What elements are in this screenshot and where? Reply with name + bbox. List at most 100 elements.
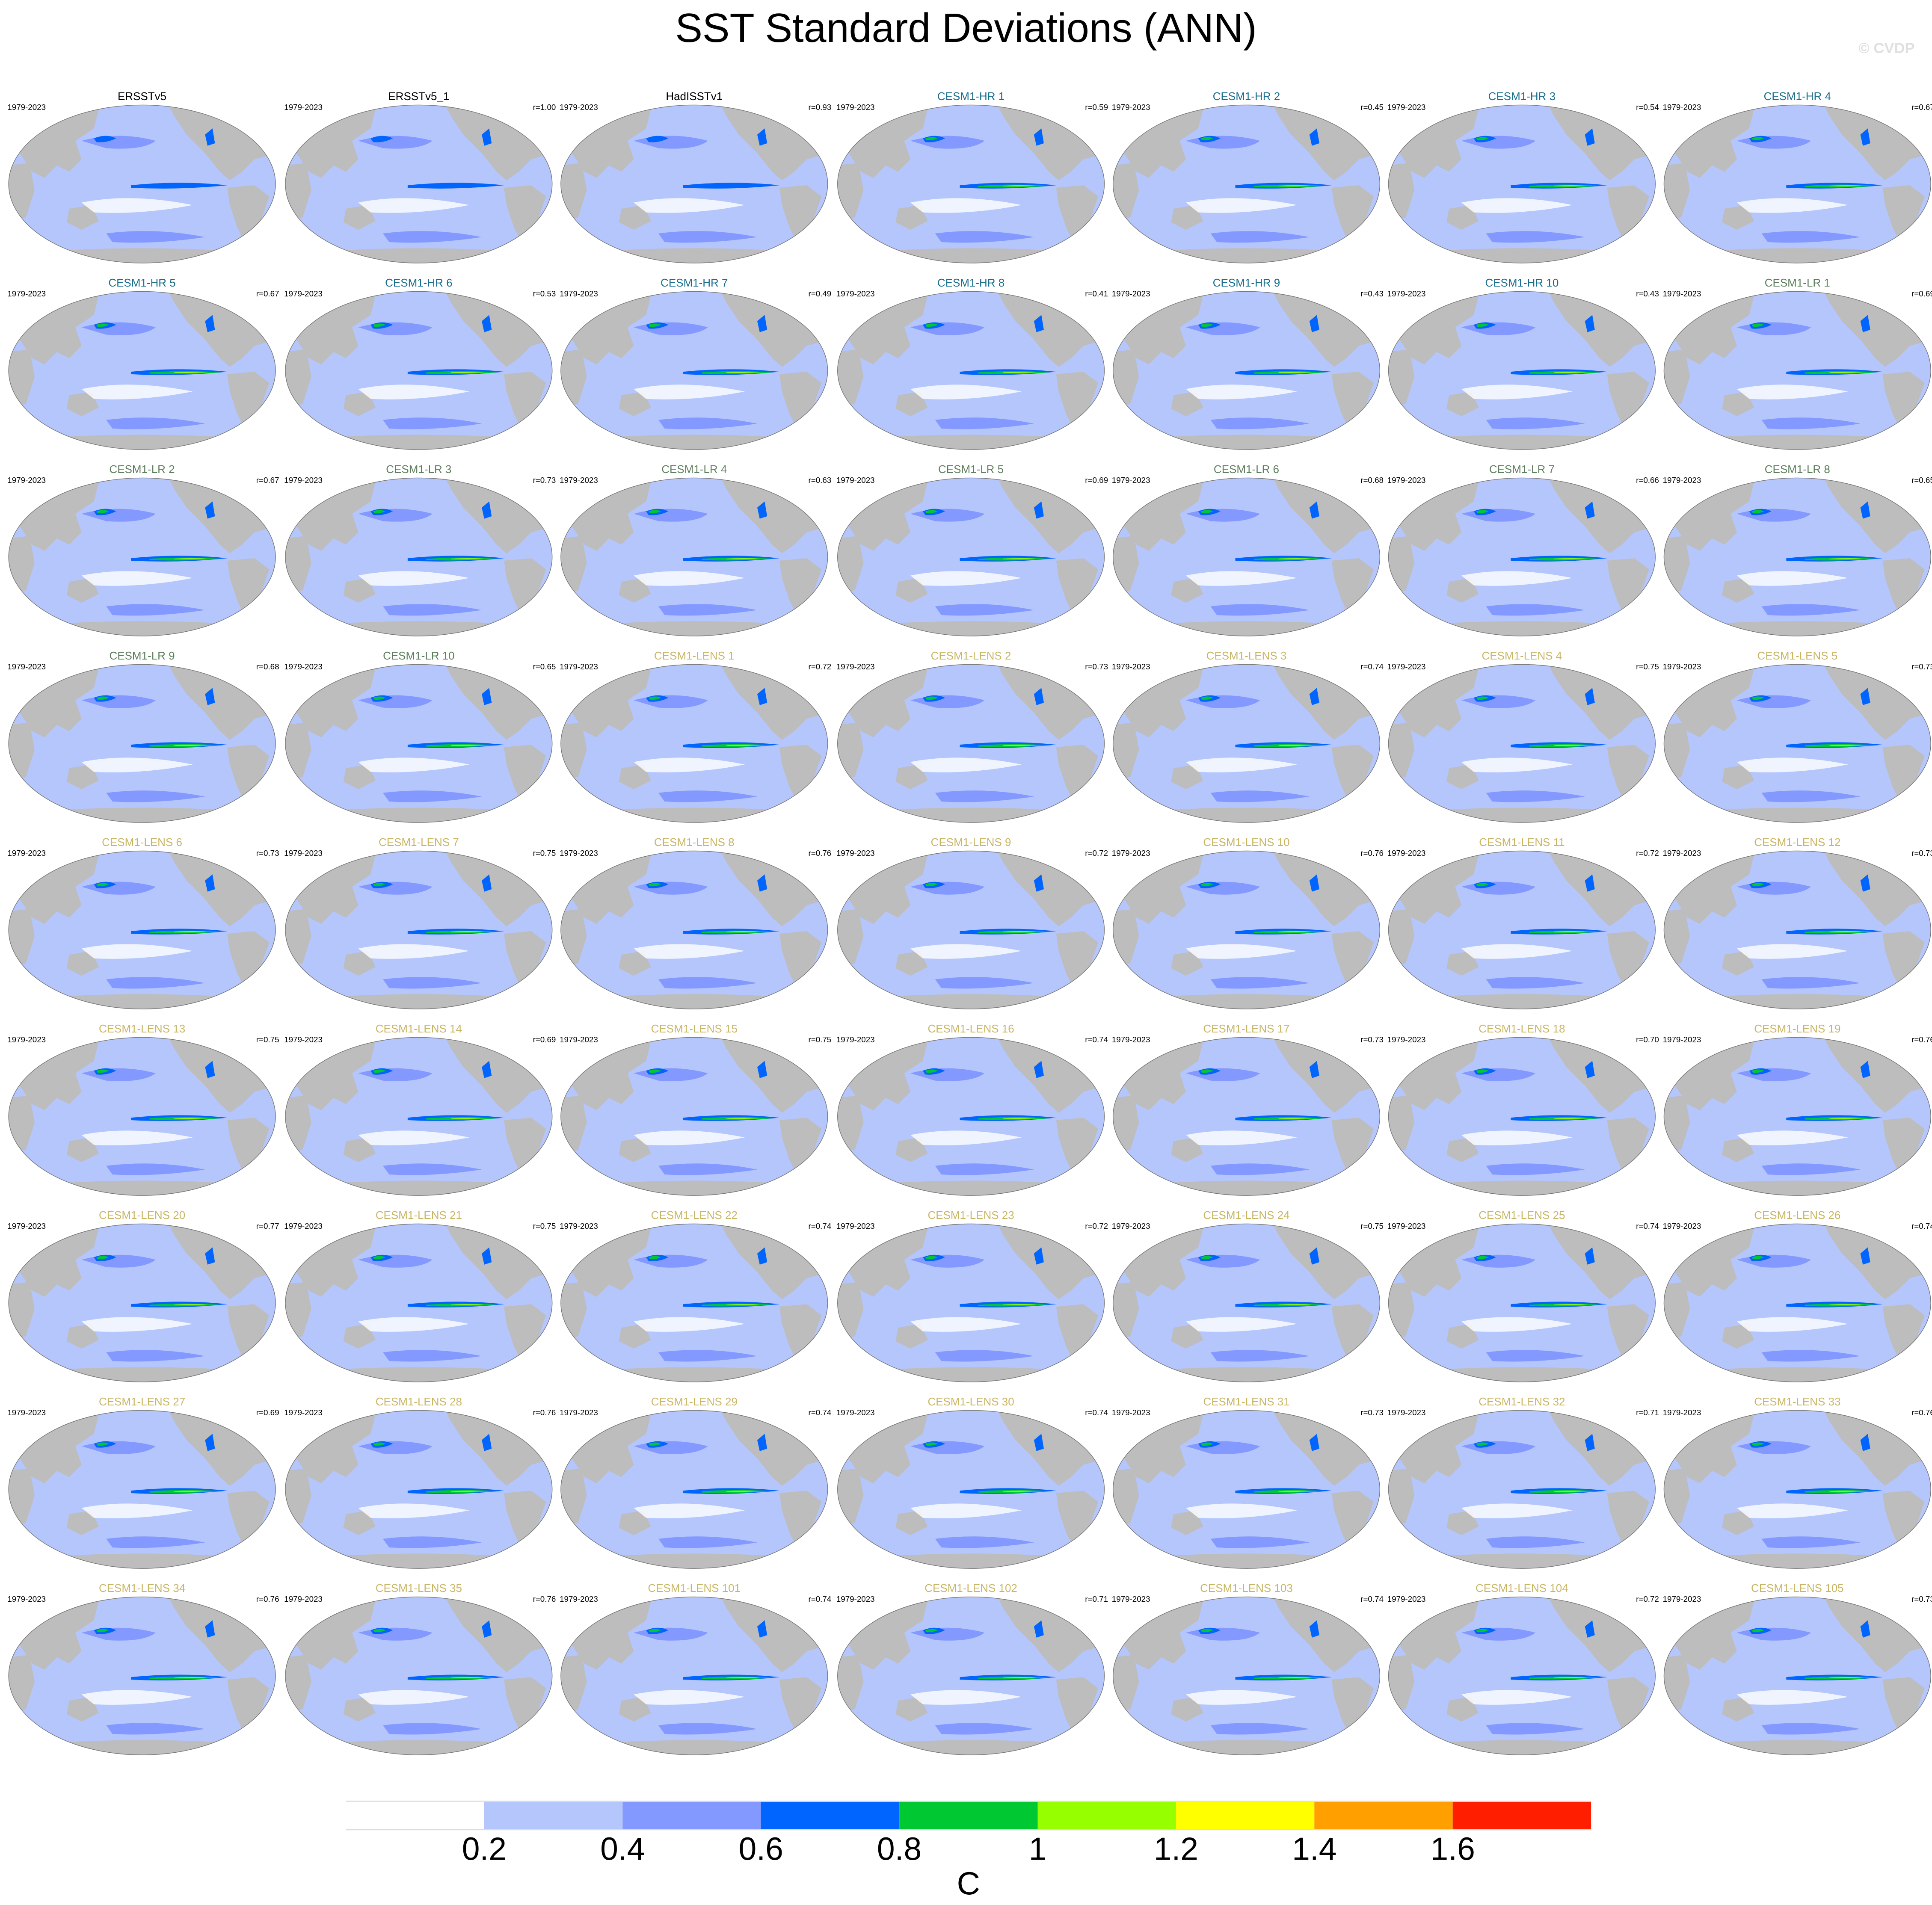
map-panel: CESM1-LENS 24 1979-2023 r=0.75 xyxy=(1109,1209,1384,1396)
panel-title: CESM1-LR 4 xyxy=(661,463,727,476)
panel-pattern-correlation: r=0.73 xyxy=(1911,1595,1932,1604)
panel-period: 1979-2023 xyxy=(1387,290,1426,299)
panel-period: 1979-2023 xyxy=(1662,663,1701,672)
sst-stddev-map xyxy=(836,1596,1105,1757)
sst-stddev-map xyxy=(1112,104,1381,266)
panel-title: CESM1-LENS 15 xyxy=(651,1022,738,1035)
panel-title: CESM1-LENS 6 xyxy=(102,836,182,849)
panel-pattern-correlation: r=0.72 xyxy=(1636,849,1659,858)
panel-pattern-correlation: r=0.73 xyxy=(1360,1409,1384,1418)
map-panel: CESM1-LR 4 1979-2023 r=0.63 xyxy=(557,463,831,650)
sst-stddev-map xyxy=(284,1036,553,1198)
panel-period: 1979-2023 xyxy=(836,1036,875,1045)
sst-stddev-map xyxy=(1387,850,1656,1012)
sst-stddev-map xyxy=(560,663,829,825)
panel-period: 1979-2023 xyxy=(1111,290,1150,299)
map-panel: HadISSTv1 1979-2023 r=0.93 xyxy=(557,90,831,277)
panel-title: CESM1-LR 10 xyxy=(383,649,455,662)
sst-stddev-map xyxy=(1663,1223,1932,1384)
panel-title: CESM1-HR 7 xyxy=(661,276,728,289)
panel-title: CESM1-LENS 24 xyxy=(1203,1209,1290,1222)
map-panel: CESM1-LENS 23 1979-2023 r=0.72 xyxy=(834,1209,1108,1396)
sst-stddev-map xyxy=(560,477,829,639)
panel-title: CESM1-LR 2 xyxy=(109,463,175,476)
map-panel: CESM1-LENS 2 1979-2023 r=0.73 xyxy=(834,650,1108,836)
panel-title: CESM1-LENS 102 xyxy=(925,1582,1017,1594)
colorbar-tick-label: 1 xyxy=(1028,1830,1047,1867)
sst-stddev-map xyxy=(1387,663,1656,825)
map-panel: CESM1-LR 2 1979-2023 r=0.67 xyxy=(5,463,279,650)
panel-pattern-correlation: r=0.76 xyxy=(256,1595,279,1604)
colorbar-units: C xyxy=(957,1865,980,1902)
panel-period: 1979-2023 xyxy=(560,1222,598,1231)
colorbar-tick-label: 0.6 xyxy=(738,1830,783,1867)
map-panel: CESM1-HR 6 1979-2023 r=0.53 xyxy=(282,277,556,463)
map-panel: CESM1-LENS 35 1979-2023 r=0.76 xyxy=(282,1582,556,1769)
panel-title: CESM1-HR 3 xyxy=(1488,90,1556,103)
panel-pattern-correlation: r=0.73 xyxy=(1911,849,1932,858)
panel-title: CESM1-LENS 7 xyxy=(378,836,459,849)
panel-period: 1979-2023 xyxy=(284,663,323,672)
map-panel: CESM1-LENS 31 1979-2023 r=0.73 xyxy=(1109,1396,1384,1582)
panel-pattern-correlation: r=0.74 xyxy=(1085,1036,1108,1045)
panel-period: 1979-2023 xyxy=(1662,104,1701,112)
panel-title: CESM1-LENS 19 xyxy=(1754,1022,1841,1035)
panel-period: 1979-2023 xyxy=(7,104,46,112)
panel-period: 1979-2023 xyxy=(7,290,46,299)
map-panel: CESM1-LENS 104 1979-2023 r=0.72 xyxy=(1385,1582,1659,1769)
panel-period: 1979-2023 xyxy=(1662,1409,1701,1418)
sst-stddev-map xyxy=(284,1409,553,1571)
panel-pattern-correlation: r=0.74 xyxy=(1085,1409,1108,1418)
panel-period: 1979-2023 xyxy=(1111,476,1150,485)
panel-title: CESM1-LENS 13 xyxy=(98,1022,186,1035)
panel-pattern-correlation: r=0.43 xyxy=(1360,290,1384,299)
colorbar-tick-label: 0.4 xyxy=(600,1830,645,1867)
panel-title: CESM1-HR 1 xyxy=(937,90,1005,103)
panel-title: CESM1-LENS 4 xyxy=(1482,649,1562,662)
panel-title: CESM1-LR 9 xyxy=(109,649,175,662)
colorbar-swatch xyxy=(899,1801,1038,1829)
colorbar-tick-label: 0.8 xyxy=(877,1830,922,1867)
map-panel: CESM1-LENS 29 1979-2023 r=0.74 xyxy=(557,1396,831,1582)
map-panel: CESM1-LENS 25 1979-2023 r=0.74 xyxy=(1385,1209,1659,1396)
map-panel: CESM1-LENS 15 1979-2023 r=0.75 xyxy=(557,1023,832,1209)
panel-title: CESM1-LENS 14 xyxy=(375,1022,462,1035)
panel-period: 1979-2023 xyxy=(1387,1595,1426,1604)
map-panel: CESM1-LENS 8 1979-2023 r=0.76 xyxy=(557,836,831,1023)
panel-period: 1979-2023 xyxy=(1111,1222,1150,1231)
panel-pattern-correlation: r=0.75 xyxy=(808,1036,832,1045)
map-panel: CESM1-LENS 32 1979-2023 r=0.71 xyxy=(1385,1396,1659,1582)
panel-title: CESM1-LENS 1 xyxy=(654,649,735,662)
map-panel: CESM1-HR 9 1979-2023 r=0.43 xyxy=(1109,277,1384,463)
sst-stddev-map xyxy=(1387,1036,1656,1198)
map-panel: CESM1-HR 10 1979-2023 r=0.43 xyxy=(1385,277,1659,463)
map-panel: CESM1-LENS 21 1979-2023 r=0.75 xyxy=(282,1209,556,1396)
map-panel: CESM1-HR 4 1979-2023 r=0.67 xyxy=(1660,90,1932,277)
panel-title: CESM1-LENS 16 xyxy=(927,1022,1014,1035)
panel-title: CESM1-LENS 10 xyxy=(1203,836,1290,849)
figure-title: SST Standard Deviations (ANN) xyxy=(675,5,1257,51)
panel-pattern-correlation: r=0.65 xyxy=(533,663,556,672)
panel-period: 1979-2023 xyxy=(836,290,875,299)
sst-stddev-map xyxy=(284,1223,553,1384)
colorbar-swatch xyxy=(346,1801,484,1829)
panel-period: 1979-2023 xyxy=(7,1409,46,1418)
panel-period: 1979-2023 xyxy=(836,1222,875,1231)
panel-period: 1979-2023 xyxy=(560,476,598,485)
panel-title: CESM1-LENS 101 xyxy=(648,1582,741,1594)
panel-period: 1979-2023 xyxy=(1387,849,1426,858)
map-panel: CESM1-HR 2 1979-2023 r=0.45 xyxy=(1109,90,1384,277)
panel-title: CESM1-LENS 105 xyxy=(1751,1582,1844,1594)
panel-pattern-correlation: r=0.75 xyxy=(533,1222,556,1231)
map-panel: CESM1-LENS 103 1979-2023 r=0.74 xyxy=(1109,1582,1384,1769)
map-panel: CESM1-LR 5 1979-2023 r=0.69 xyxy=(834,463,1108,650)
colorbar-swatch xyxy=(1452,1801,1591,1829)
map-panel: CESM1-LR 10 1979-2023 r=0.65 xyxy=(282,650,556,836)
panel-period: 1979-2023 xyxy=(284,1409,323,1418)
panel-title: CESM1-LENS 22 xyxy=(651,1209,738,1222)
panel-pattern-correlation: r=0.73 xyxy=(1911,663,1932,672)
panel-period: 1979-2023 xyxy=(1111,663,1150,672)
panel-pattern-correlation: r=0.73 xyxy=(1085,663,1108,672)
panel-pattern-correlation: r=0.71 xyxy=(1085,1595,1108,1604)
